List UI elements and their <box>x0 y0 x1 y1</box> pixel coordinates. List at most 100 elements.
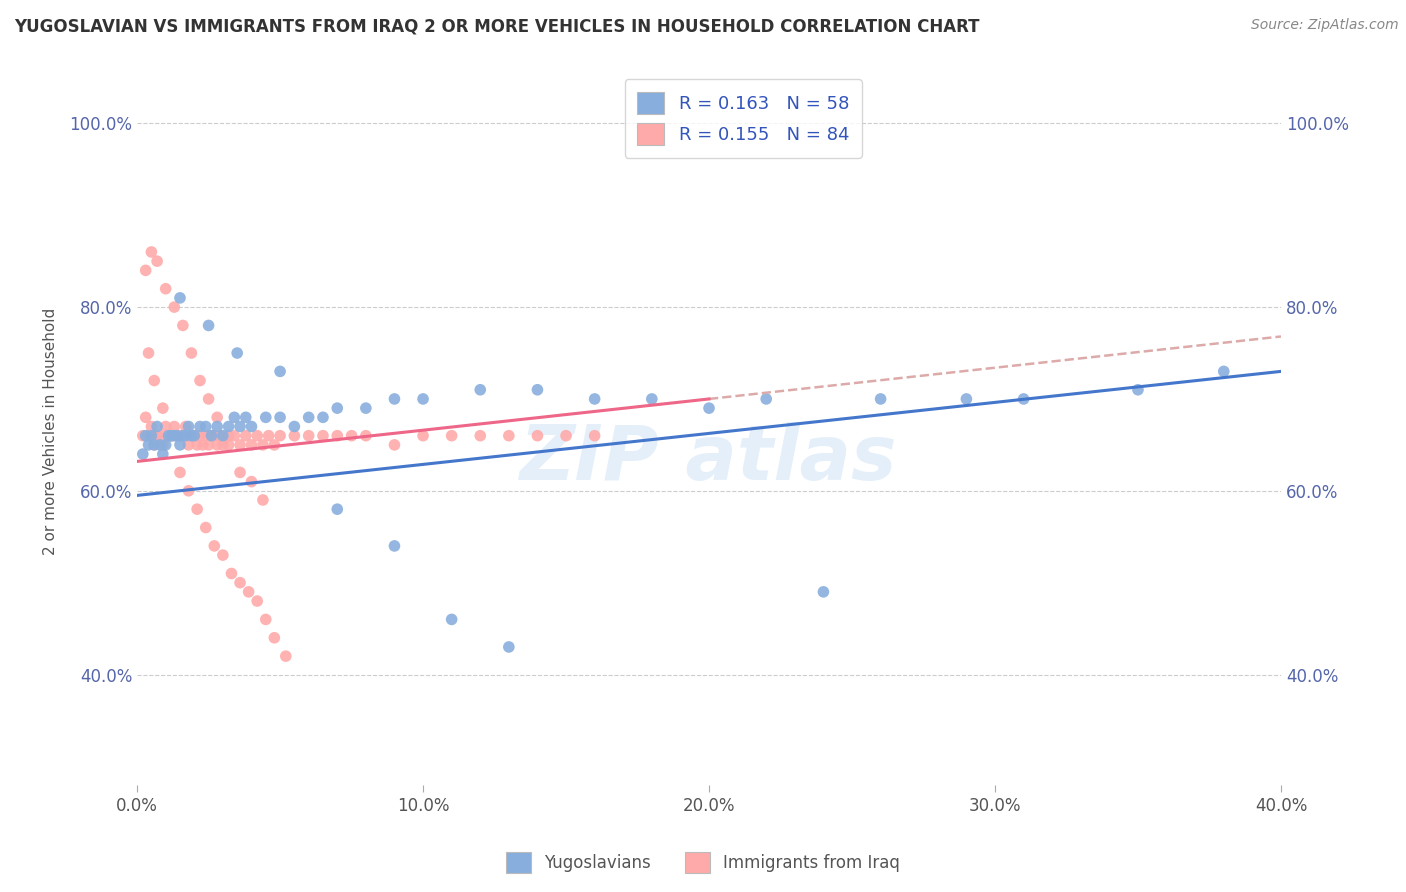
Point <box>354 401 377 416</box>
Point <box>177 483 200 498</box>
Point <box>166 428 188 442</box>
Point <box>186 438 208 452</box>
Point <box>229 438 252 452</box>
Point <box>208 428 231 442</box>
Point <box>200 428 222 442</box>
Point <box>440 612 463 626</box>
Point <box>149 428 172 442</box>
Point <box>240 419 263 434</box>
Point <box>212 548 235 562</box>
Point <box>135 410 157 425</box>
Point <box>205 419 228 434</box>
Point <box>298 428 321 442</box>
Point <box>869 392 891 406</box>
Point <box>180 428 202 442</box>
Point <box>157 428 180 442</box>
Point <box>194 428 217 442</box>
Point <box>326 502 349 516</box>
Point <box>186 502 208 516</box>
Point <box>283 419 305 434</box>
Point <box>177 419 200 434</box>
Point <box>155 419 177 434</box>
Point <box>138 428 160 442</box>
Point <box>172 318 194 333</box>
Point <box>498 640 520 654</box>
Point <box>157 428 180 442</box>
Point <box>141 428 163 442</box>
Point <box>1126 383 1149 397</box>
Point <box>180 346 202 360</box>
Point <box>218 419 240 434</box>
Legend: R = 0.163   N = 58, R = 0.155   N = 84: R = 0.163 N = 58, R = 0.155 N = 84 <box>624 79 862 158</box>
Point <box>221 566 243 581</box>
Point <box>174 419 197 434</box>
Point <box>384 539 406 553</box>
Point <box>470 428 492 442</box>
Text: ZIP atlas: ZIP atlas <box>520 423 898 496</box>
Point <box>169 291 191 305</box>
Point <box>755 392 778 406</box>
Point <box>202 539 225 553</box>
Point <box>200 428 222 442</box>
Point <box>205 410 228 425</box>
Point <box>238 585 260 599</box>
Point <box>235 410 257 425</box>
Point <box>169 466 191 480</box>
Point <box>263 631 285 645</box>
Point <box>384 438 406 452</box>
Point <box>138 346 160 360</box>
Point <box>169 428 191 442</box>
Point <box>526 383 548 397</box>
Point <box>269 364 291 378</box>
Point <box>269 410 291 425</box>
Point <box>191 438 214 452</box>
Point <box>283 428 305 442</box>
Text: Source: ZipAtlas.com: Source: ZipAtlas.com <box>1251 18 1399 32</box>
Point <box>197 438 219 452</box>
Point <box>470 383 492 397</box>
Point <box>197 392 219 406</box>
Point <box>224 428 246 442</box>
Point <box>163 300 186 314</box>
Point <box>224 410 246 425</box>
Point <box>183 428 205 442</box>
Point <box>240 475 263 489</box>
Point <box>212 438 235 452</box>
Point <box>132 447 155 461</box>
Point <box>152 401 174 416</box>
Point <box>229 575 252 590</box>
Text: YUGOSLAVIAN VS IMMIGRANTS FROM IRAQ 2 OR MORE VEHICLES IN HOUSEHOLD CORRELATION : YUGOSLAVIAN VS IMMIGRANTS FROM IRAQ 2 OR… <box>14 18 980 36</box>
Point <box>169 438 191 452</box>
Point <box>218 438 240 452</box>
Point <box>141 419 163 434</box>
Point <box>412 428 434 442</box>
Point <box>138 438 160 452</box>
Point <box>212 428 235 442</box>
Point <box>197 318 219 333</box>
Point <box>229 419 252 434</box>
Point <box>143 374 166 388</box>
Point <box>160 428 183 442</box>
Point <box>246 428 269 442</box>
Point <box>263 438 285 452</box>
Point <box>583 392 606 406</box>
Point <box>641 392 664 406</box>
Point <box>180 428 202 442</box>
Point <box>155 282 177 296</box>
Point <box>384 392 406 406</box>
Point <box>326 428 349 442</box>
Point <box>326 401 349 416</box>
Point <box>555 428 578 442</box>
Point <box>246 594 269 608</box>
Point <box>1012 392 1035 406</box>
Point <box>240 438 263 452</box>
Point <box>254 612 277 626</box>
Point <box>143 438 166 452</box>
Point <box>172 428 194 442</box>
Point <box>254 410 277 425</box>
Point <box>252 438 274 452</box>
Point <box>194 520 217 534</box>
Point <box>226 346 249 360</box>
Point <box>188 374 211 388</box>
Point <box>354 428 377 442</box>
